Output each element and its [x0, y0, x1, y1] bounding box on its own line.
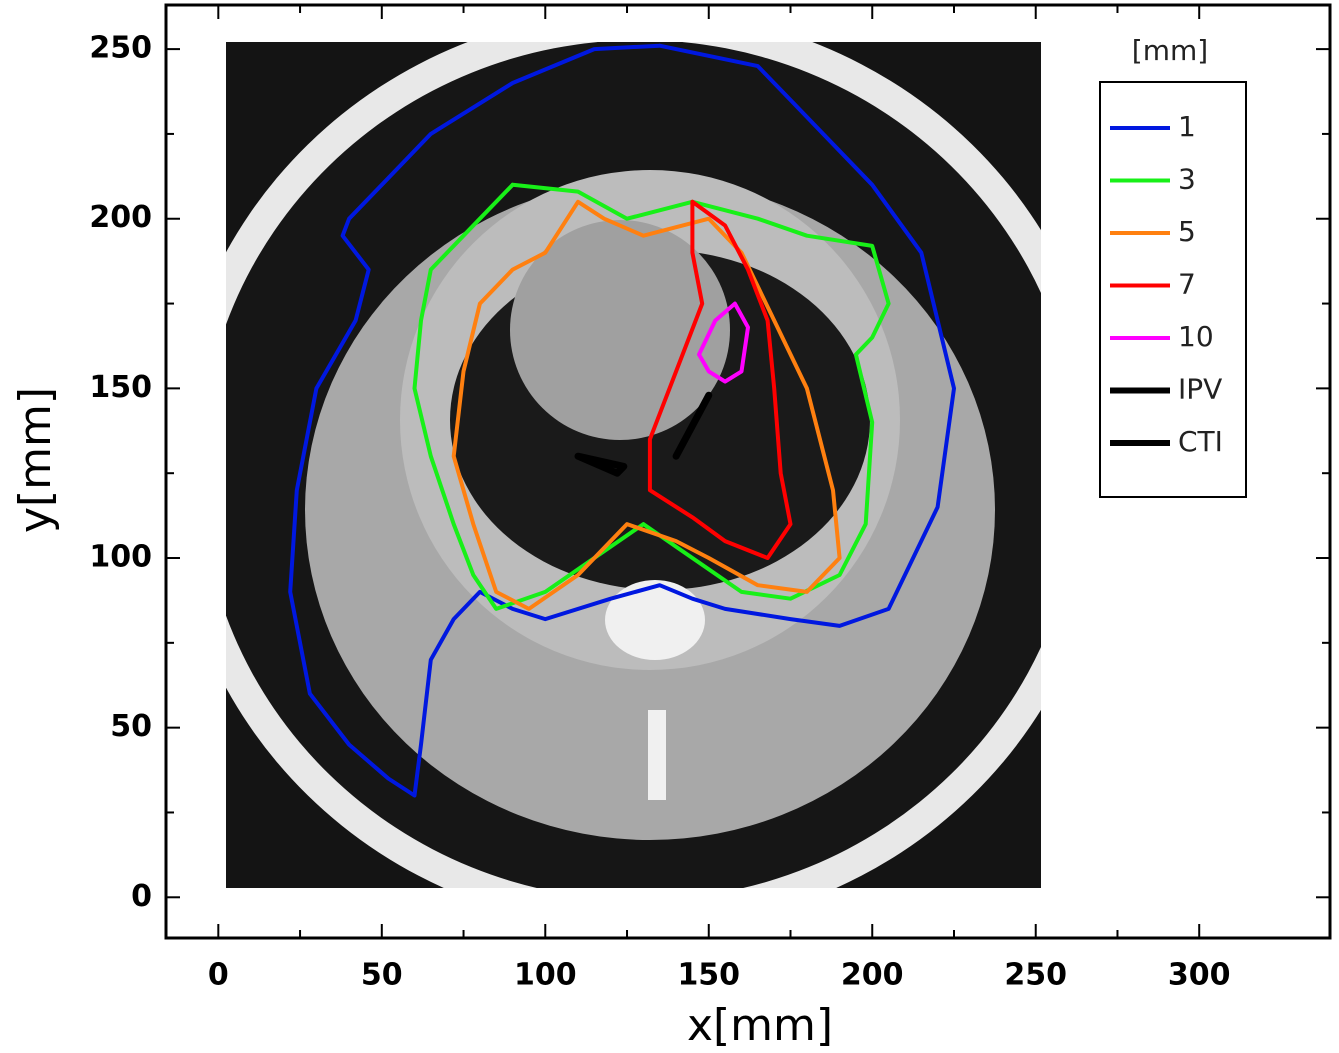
- legend-label: CTI: [1178, 425, 1223, 458]
- contour-line: [574, 452, 628, 477]
- contour-line: [412, 182, 891, 611]
- x-tick-label: 300: [1168, 958, 1231, 993]
- y-tick-label: 50: [110, 709, 152, 744]
- x-tick-label: 250: [1004, 958, 1067, 993]
- legend-label: 10: [1178, 320, 1214, 353]
- x-axis-label: x[mm]: [687, 1000, 833, 1051]
- y-tick-label: 100: [89, 540, 152, 575]
- legend-label: IPV: [1178, 373, 1222, 406]
- x-tick-label: 50: [361, 958, 403, 993]
- contour-line: [647, 199, 793, 560]
- contour-line: [672, 391, 713, 460]
- y-axis-label: y[mm]: [10, 387, 61, 533]
- x-tick-label: 150: [677, 958, 740, 993]
- legend-label: 7: [1178, 268, 1196, 301]
- x-tick-label: 200: [841, 958, 904, 993]
- legend-label: 1: [1178, 110, 1196, 143]
- y-tick-label: 0: [131, 879, 152, 914]
- legend-box: [1099, 81, 1247, 498]
- contour-line: [697, 301, 750, 384]
- legend-label: 3: [1178, 163, 1196, 196]
- contour-line: [288, 43, 956, 798]
- y-tick-label: 250: [89, 31, 152, 66]
- x-tick-label: 0: [208, 958, 229, 993]
- plot-frame: [164, 3, 1332, 940]
- ct-image: [226, 42, 1041, 888]
- legend-label: 5: [1178, 215, 1196, 248]
- x-tick-label: 100: [514, 958, 577, 993]
- legend-title: [mm]: [1132, 34, 1208, 67]
- y-tick-label: 200: [89, 200, 152, 235]
- y-tick-label: 150: [89, 370, 152, 405]
